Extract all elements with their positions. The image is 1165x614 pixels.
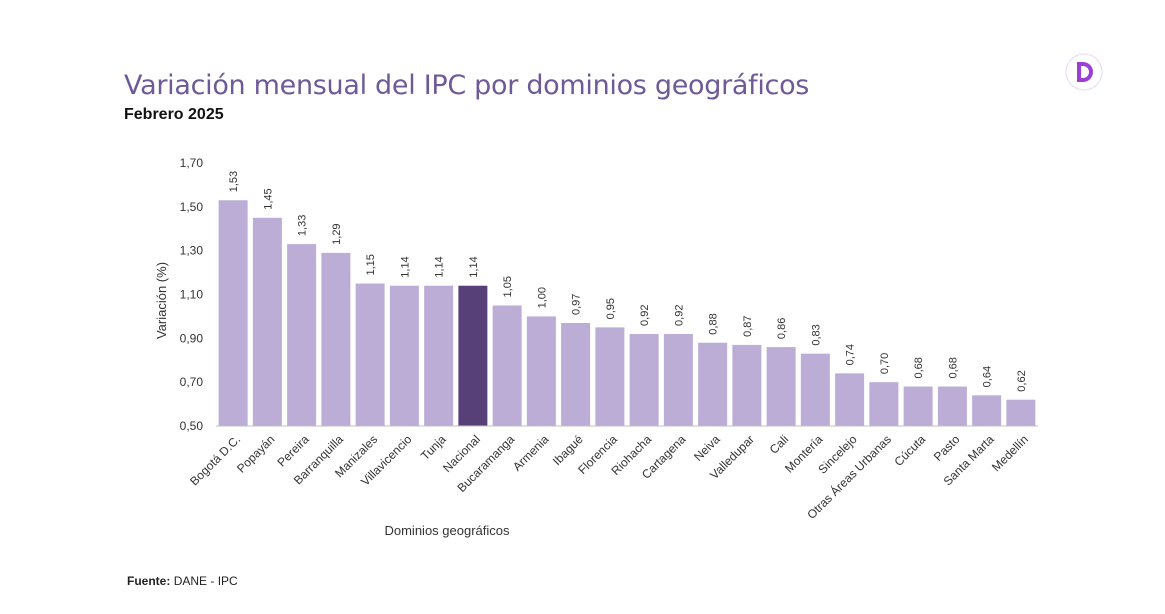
bar-value-label: 0,83 bbox=[810, 324, 822, 345]
bar-value-label: 0,74 bbox=[845, 344, 857, 365]
x-tick-label: Pasto bbox=[931, 432, 963, 464]
source-label: Fuente: bbox=[127, 574, 171, 588]
bar bbox=[732, 344, 762, 426]
bar bbox=[698, 342, 728, 426]
x-tick-label: Tunja bbox=[418, 432, 449, 463]
x-tick-label: Popayán bbox=[234, 432, 277, 475]
bar bbox=[526, 316, 556, 426]
bar bbox=[1006, 399, 1036, 426]
bar bbox=[937, 386, 967, 426]
bar-value-label: 1,14 bbox=[434, 256, 446, 277]
bar-value-label: 0,68 bbox=[913, 357, 925, 378]
bar-value-label: 0,64 bbox=[982, 366, 994, 387]
x-tick-label: Cali bbox=[767, 432, 792, 457]
x-tick-label: Cúcuta bbox=[891, 432, 928, 469]
bar-value-label: 0,86 bbox=[776, 318, 788, 339]
x-tick-label: Medellín bbox=[989, 432, 1031, 474]
y-axis-label: Variación (%) bbox=[154, 262, 169, 339]
bar bbox=[972, 395, 1002, 426]
x-tick-label: Armenia bbox=[510, 432, 552, 474]
bar bbox=[595, 327, 625, 426]
bar bbox=[218, 200, 248, 426]
bar-value-label: 1,29 bbox=[331, 223, 343, 244]
bar bbox=[355, 283, 385, 426]
bar-chart: 0,50 0,70 0,90 1,10 1,30 1,50 1,70 Variación (%… bbox=[154, 156, 1038, 538]
dane-d-logo-icon bbox=[1065, 53, 1103, 91]
bar bbox=[629, 333, 659, 426]
bar-value-label: 1,00 bbox=[536, 287, 548, 308]
bar bbox=[458, 285, 488, 426]
source-text: DANE - IPC bbox=[173, 574, 238, 588]
y-tick-label: 1,10 bbox=[180, 288, 204, 302]
bar-value-label: 0,62 bbox=[1016, 370, 1028, 391]
chart-subtitle: Febrero 2025 bbox=[124, 106, 224, 123]
bar bbox=[835, 373, 865, 426]
y-tick-label: 1,50 bbox=[180, 200, 204, 214]
bar-value-label: 0,88 bbox=[708, 313, 720, 334]
bar-value-label: 1,53 bbox=[228, 171, 240, 192]
bar-value-label: 1,33 bbox=[297, 215, 309, 236]
bar bbox=[287, 244, 317, 426]
y-tick-label: 0,70 bbox=[180, 375, 204, 389]
bar bbox=[869, 382, 899, 426]
bar-value-label: 1,45 bbox=[262, 188, 274, 209]
bar-value-label: 0,92 bbox=[639, 305, 651, 326]
bar bbox=[800, 353, 830, 426]
y-tick-label: 1,70 bbox=[180, 156, 204, 170]
x-tick-label: Bogotá D.C. bbox=[187, 432, 243, 488]
bar-value-label: 1,15 bbox=[365, 254, 377, 275]
bar bbox=[663, 333, 693, 426]
bar bbox=[903, 386, 933, 426]
bar bbox=[424, 285, 454, 426]
y-tick-label: 0,50 bbox=[180, 419, 204, 433]
bar-value-label: 1,05 bbox=[502, 276, 514, 297]
source-note: Fuente: DANE - IPC bbox=[127, 574, 238, 588]
y-tick-label: 0,90 bbox=[180, 331, 204, 345]
bar-value-label: 1,14 bbox=[468, 256, 480, 277]
bar bbox=[561, 322, 591, 426]
chart-title: Variación mensual del IPC por dominios g… bbox=[124, 70, 810, 101]
bar-value-label: 0,97 bbox=[571, 294, 583, 315]
y-tick-label: 1,30 bbox=[180, 244, 204, 258]
bar-value-label: 0,95 bbox=[605, 298, 617, 319]
bar-value-label: 1,14 bbox=[399, 256, 411, 277]
bar bbox=[252, 217, 282, 426]
bar bbox=[766, 347, 796, 426]
bar-value-label: 0,92 bbox=[673, 305, 685, 326]
bar bbox=[389, 285, 419, 426]
bar bbox=[492, 305, 522, 426]
x-tick-label: Neiva bbox=[691, 432, 723, 464]
bar-value-label: 0,70 bbox=[879, 353, 891, 374]
bar-value-label: 0,68 bbox=[947, 357, 959, 378]
bar bbox=[321, 252, 351, 426]
x-axis-label: Dominios geográficos bbox=[384, 523, 510, 538]
bar-value-label: 0,87 bbox=[742, 315, 754, 336]
